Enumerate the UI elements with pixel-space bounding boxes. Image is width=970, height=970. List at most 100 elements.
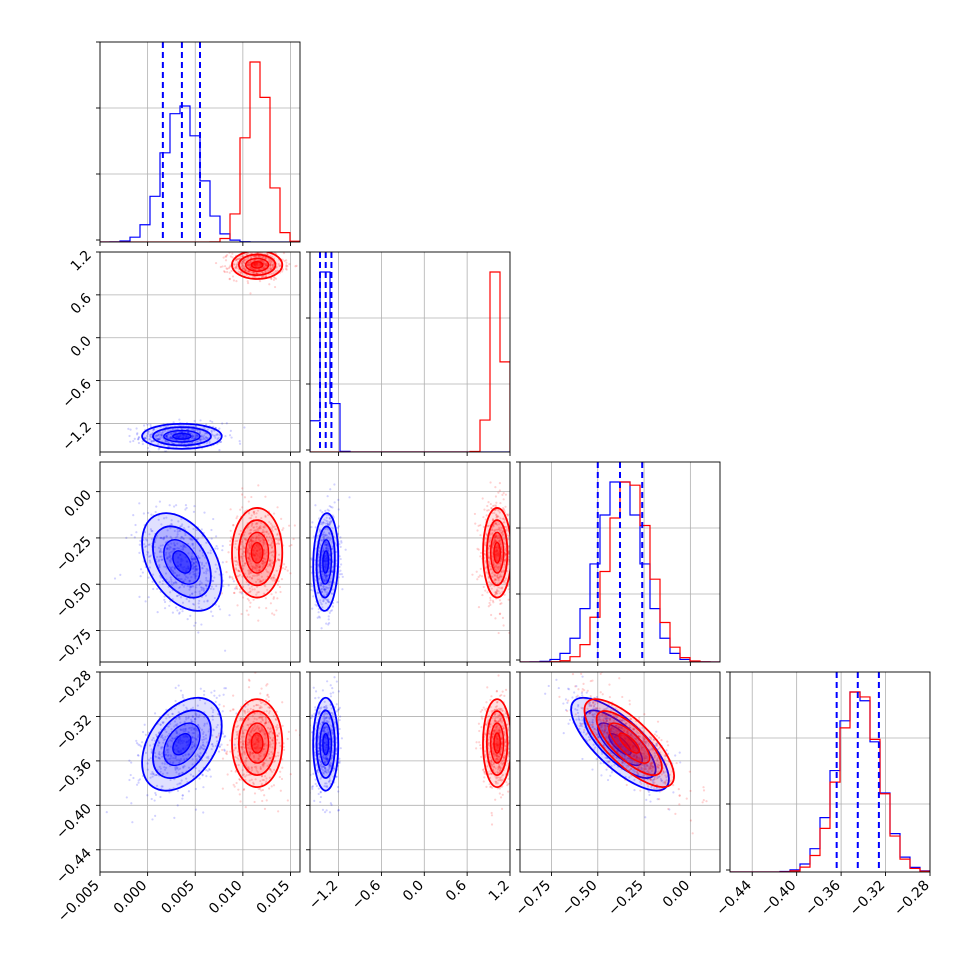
scatter-point (177, 741, 180, 744)
scatter-point (233, 263, 236, 266)
scatter-point (247, 613, 250, 616)
scatter-point (259, 746, 262, 750)
scatter-point (261, 267, 264, 270)
scatter-point (256, 566, 259, 569)
scatter-point (232, 591, 236, 594)
scatter-point (323, 706, 326, 709)
scatter-point (327, 732, 330, 736)
scatter-point (479, 551, 483, 555)
scatter-point (504, 493, 507, 496)
scatter-point (128, 759, 131, 762)
scatter-point (485, 533, 488, 537)
scatter-point (496, 588, 499, 591)
scatter-point (180, 525, 183, 528)
scatter-point (264, 275, 268, 278)
scatter-point (249, 545, 252, 548)
scatter-point (200, 435, 203, 438)
scatter-point (246, 556, 250, 560)
scatter-point (194, 712, 197, 715)
scatter-point (241, 557, 244, 560)
scatter-point (252, 781, 255, 784)
scatter-point (192, 566, 195, 570)
scatter-point (178, 574, 181, 577)
scatter-point (499, 517, 502, 520)
scatter-point (248, 768, 251, 771)
scatter-point (187, 740, 190, 743)
scatter-point (336, 601, 339, 604)
scatter-point (325, 547, 328, 550)
scatter-point (151, 529, 154, 533)
scatter-point (503, 521, 506, 524)
scatter-point (221, 757, 225, 760)
scatter-point (234, 546, 237, 549)
scatter-point (328, 522, 332, 525)
scatter-point (496, 575, 499, 578)
scatter-point (154, 755, 157, 758)
scatter-point (160, 523, 163, 526)
scatter-point (270, 277, 273, 281)
scatter-point (188, 445, 191, 448)
scatter-point (232, 783, 235, 786)
scatter-point (241, 730, 244, 733)
scatter-point (304, 563, 306, 565)
scatter-point (280, 777, 284, 781)
scatter-point (318, 517, 321, 520)
scatter-point (305, 749, 307, 751)
scatter-point (163, 598, 166, 601)
scatter-point (256, 262, 259, 265)
scatter-point (185, 434, 188, 438)
scatter-point (318, 731, 321, 734)
scatter-point (187, 731, 190, 734)
scatter-point (248, 558, 251, 561)
scatter-point (259, 539, 262, 542)
scatter-point (507, 561, 510, 564)
scatter-point (261, 537, 264, 540)
scatter-point (256, 509, 260, 512)
scatter-point (241, 732, 245, 735)
scatter-point (274, 277, 278, 280)
scatter-point (240, 591, 243, 594)
scatter-point (273, 525, 276, 528)
scatter-point (289, 773, 292, 776)
scatter-point (232, 524, 235, 527)
scatter-point (253, 262, 256, 265)
scatter-point (197, 602, 200, 605)
scatter-point (179, 553, 182, 557)
scatter-point (315, 604, 318, 607)
scatter-point (163, 762, 166, 765)
scatter-point (158, 550, 161, 553)
scatter-point (501, 586, 504, 589)
scatter-point (280, 517, 283, 520)
scatter-point (258, 566, 261, 569)
scatter-point (237, 569, 240, 572)
scatter-point (170, 568, 173, 571)
scatter-point (199, 687, 202, 690)
scatter-point (503, 559, 506, 562)
scatter-point (262, 539, 266, 542)
scatter-point (193, 717, 197, 721)
scatter-point (324, 509, 327, 512)
scatter-point (258, 526, 261, 529)
scatter-point (156, 438, 160, 441)
scatter-point (246, 263, 249, 266)
scatter-point (257, 263, 260, 266)
scatter-point (305, 612, 307, 614)
scatter-point (241, 559, 244, 563)
scatter-point (504, 549, 507, 552)
scatter-point (310, 565, 313, 568)
scatter-point (176, 535, 179, 538)
scatter-point (271, 746, 274, 749)
scatter-point (483, 553, 486, 556)
scatter-point (261, 719, 264, 722)
scatter-point (329, 580, 332, 583)
scatter-point (198, 556, 201, 560)
scatter-point (276, 726, 279, 729)
scatter-point (193, 744, 196, 747)
scatter-point (270, 770, 274, 773)
scatter-point (187, 431, 190, 434)
scatter-point (285, 268, 288, 271)
scatter-point (242, 735, 245, 738)
scatter-point (225, 571, 228, 574)
scatter-point (281, 724, 284, 727)
